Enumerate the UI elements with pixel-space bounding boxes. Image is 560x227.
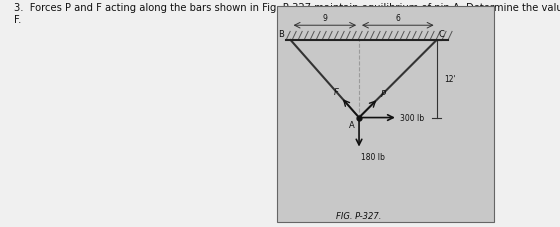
Text: 9: 9 bbox=[323, 14, 327, 23]
Text: 300 lb: 300 lb bbox=[400, 114, 424, 123]
Text: FIG. P-327.: FIG. P-327. bbox=[337, 211, 382, 220]
Text: 12': 12' bbox=[445, 75, 456, 84]
FancyBboxPatch shape bbox=[277, 7, 493, 222]
Text: 3.  Forces P and F acting along the bars shown in Fig. P-327 maintain equilibriu: 3. Forces P and F acting along the bars … bbox=[14, 3, 560, 25]
Text: 6: 6 bbox=[395, 14, 400, 23]
Text: P: P bbox=[381, 89, 386, 99]
Text: A: A bbox=[349, 120, 354, 129]
Text: B: B bbox=[278, 30, 284, 39]
Text: F: F bbox=[334, 88, 339, 97]
Text: 180 lb: 180 lb bbox=[361, 152, 385, 161]
Text: C: C bbox=[439, 30, 445, 39]
